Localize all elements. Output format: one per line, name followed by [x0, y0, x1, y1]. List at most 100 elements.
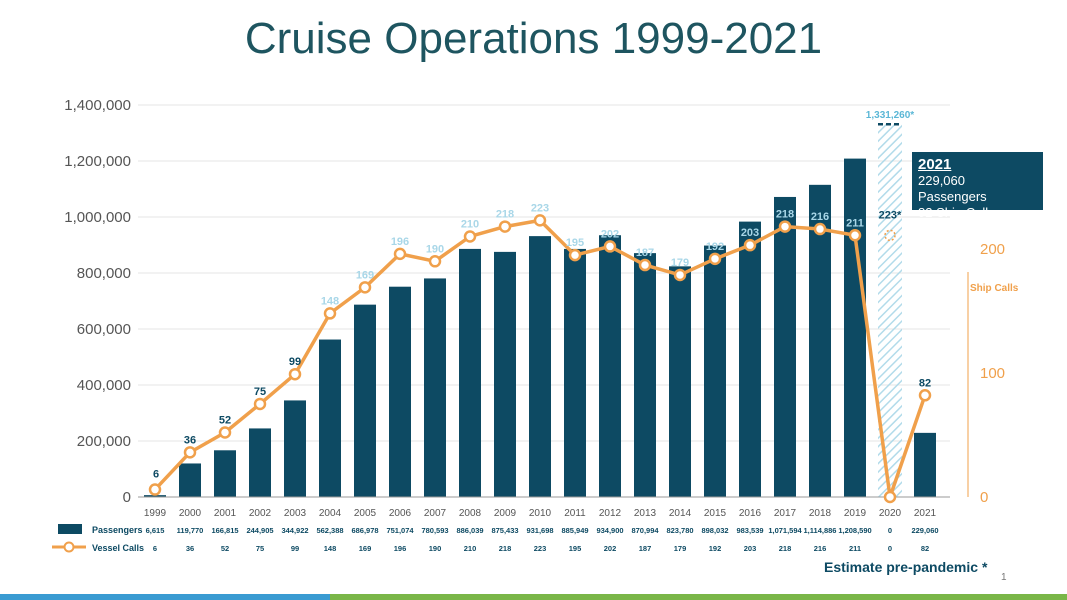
point-2016: [743, 238, 757, 252]
table-calls-2013: 187: [639, 544, 652, 553]
point-2007: [428, 255, 442, 268]
y-tick-label: 1,400,000: [64, 97, 131, 114]
table-passengers-2020: 0: [888, 526, 892, 535]
table-calls-2000: 36: [186, 544, 194, 553]
bar-2011: [564, 248, 586, 497]
table-calls-2008: 210: [464, 544, 477, 553]
table-passengers-2014: 823,780: [666, 526, 693, 535]
x-tick-label: 2018: [809, 508, 832, 519]
point-2005: [358, 281, 372, 294]
x-tick-label: 2009: [494, 508, 517, 519]
bar-2018: [809, 184, 831, 498]
point-2009: [498, 220, 512, 233]
table-calls-2005: 169: [359, 544, 372, 553]
right-tick-label: 200: [980, 241, 1005, 258]
table-calls-2006: 196: [394, 544, 407, 553]
point-2003: [288, 367, 302, 381]
y-tick-label: 800,000: [77, 265, 131, 282]
estimate-footnote: Estimate pre-pandemic *: [824, 559, 988, 575]
bar-2012: [599, 235, 621, 497]
x-tick-label: 2006: [389, 508, 412, 519]
point-2018: [813, 222, 827, 236]
point-2006: [393, 247, 407, 261]
x-tick-label: 2000: [179, 508, 202, 519]
table-calls-2007: 190: [429, 544, 442, 553]
point-2002: [253, 397, 267, 411]
legend-bar-swatch: [58, 524, 82, 534]
y-tick-label: 400,000: [77, 377, 131, 394]
point-label-2007: 190: [426, 243, 444, 255]
point-label-2012: 202: [601, 228, 619, 240]
bar-2013: [634, 253, 656, 497]
estimate-calls-marker: [884, 229, 896, 242]
x-tick-label: 2003: [284, 508, 307, 519]
bar-2014: [669, 266, 691, 497]
x-axis: 1999 2000 2001 2002 2003 2004 2005 2006 2007 2008…: [138, 496, 950, 519]
table-calls-2010: 223: [534, 544, 547, 553]
table-passengers-2017: 1,071,594: [768, 526, 802, 535]
estimate-calls-label: 223*: [879, 209, 902, 221]
table-calls-2009: 218: [499, 544, 512, 553]
x-tick-label: 2012: [599, 508, 622, 519]
bar-2005: [354, 304, 376, 497]
table-passengers-2006: 751,074: [386, 526, 414, 535]
passenger-bars: [144, 158, 936, 498]
x-tick-label: 2010: [529, 508, 552, 519]
point-label-2006: 196: [391, 236, 409, 248]
table-passengers-2013: 870,994: [631, 526, 659, 535]
x-tick-label: 1999: [144, 508, 167, 519]
point-2004: [323, 307, 337, 320]
x-tick-label: 2002: [249, 508, 272, 519]
table-passengers-2005: 686,978: [351, 526, 378, 535]
callout-ship-calls: 82 Ship Calls: [918, 205, 995, 220]
y-tick-label: 0: [123, 489, 131, 506]
point-label-2003: 99: [289, 356, 301, 368]
page-number: 1: [1001, 572, 1007, 583]
footer-bar-green: [330, 594, 1067, 600]
estimate-2020: 1,331,260* 223*: [866, 110, 914, 498]
point-2017: [778, 220, 792, 233]
table-passengers-2011: 885,949: [561, 526, 588, 535]
bar-2010: [529, 236, 551, 497]
chart-title: Cruise Operations 1999-2021: [244, 14, 823, 63]
x-tick-label: 2021: [914, 508, 937, 519]
table-passengers-2018: 1,114,886: [804, 526, 837, 535]
table-calls-2011: 195: [569, 544, 582, 553]
x-tick-label: 2011: [564, 508, 586, 519]
point-label-2011: 195: [566, 237, 584, 249]
bar-2015: [704, 245, 726, 497]
legend-line-marker: [63, 541, 75, 553]
point-label-2004: 148: [321, 295, 339, 307]
point-label-2018: 216: [811, 211, 829, 223]
x-tick-label: 2004: [319, 508, 342, 519]
table-passengers-2004: 562,388: [316, 526, 343, 535]
bar-2008: [459, 248, 481, 497]
point-label-2017: 218: [776, 209, 794, 221]
bar-2021: [914, 432, 936, 497]
y-tick-label: 200,000: [77, 433, 131, 450]
table-passengers-2019: 1,208,590: [838, 526, 871, 535]
estimate-passengers-label: 1,331,260*: [866, 110, 914, 121]
bar-2019: [844, 158, 866, 498]
bar-1999: [144, 495, 166, 497]
legend-vessel-calls-label: Vessel Calls: [92, 543, 144, 553]
point-label-2016: 203: [741, 227, 759, 239]
x-tick-label: 2015: [704, 508, 727, 519]
point-label-2019: 211: [846, 217, 864, 229]
bar-2017: [774, 196, 796, 497]
legend-passengers-label: Passengers: [92, 525, 143, 535]
x-tick-label: 2017: [774, 508, 797, 519]
point-label-2021: 82: [919, 377, 931, 389]
table-calls-2018: 216: [814, 544, 827, 553]
callout-year: 2021: [918, 156, 952, 173]
y-tick-label: 1,200,000: [64, 153, 131, 170]
point-2013: [638, 258, 652, 272]
bar-2003: [284, 400, 306, 497]
table-passengers-2016: 983,539: [736, 526, 763, 535]
point-2019: [848, 229, 862, 242]
point-2001: [218, 426, 232, 439]
point-label-2014: 179: [671, 257, 689, 269]
callout-passengers: 229,060 Passengers: [918, 173, 987, 204]
table-calls-2019: 211: [849, 544, 861, 553]
